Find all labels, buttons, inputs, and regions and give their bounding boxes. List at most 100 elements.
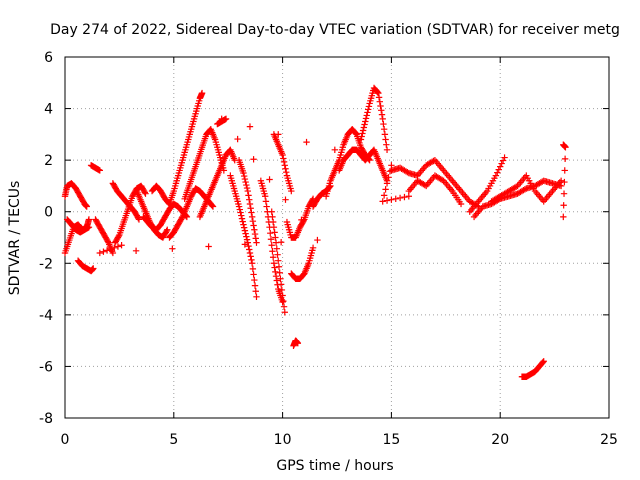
data-point [560, 190, 568, 197]
data-point [382, 136, 389, 143]
data-point [430, 157, 437, 165]
data-point [521, 186, 529, 193]
data-point [241, 227, 249, 234]
data-point [250, 156, 257, 163]
data-point [267, 230, 274, 237]
data-point [278, 286, 286, 294]
x-tick-label: 10 [274, 432, 292, 448]
series-track-k [148, 89, 206, 208]
data-point [266, 176, 273, 183]
data-point [272, 272, 280, 280]
data-point [560, 202, 567, 209]
data-point [374, 89, 381, 96]
data-point [404, 168, 411, 176]
series-track-ag [518, 358, 547, 380]
series-track-m [181, 126, 228, 203]
data-point [364, 109, 371, 116]
data-point [388, 196, 395, 203]
data-point [169, 245, 176, 252]
series-track-ad [466, 154, 508, 215]
data-point [114, 243, 122, 250]
data-point [358, 133, 365, 140]
data-point [234, 135, 241, 143]
data-point [280, 297, 287, 305]
data-point [270, 260, 278, 267]
data-point [561, 155, 569, 163]
data-point [115, 233, 122, 240]
series-track-h [111, 182, 149, 246]
data-point [163, 227, 170, 235]
data-point [380, 192, 388, 199]
data-point [103, 247, 111, 254]
series-track-ai [96, 115, 413, 257]
data-point [557, 177, 565, 184]
data-point [401, 193, 408, 201]
data-point [362, 115, 370, 122]
chart-title: Day 274 of 2022, Sidereal Day-to-day VTE… [50, 22, 620, 38]
plot-frame [64, 56, 610, 419]
data-point [499, 157, 507, 164]
data-point [376, 98, 383, 105]
data-point [269, 248, 276, 255]
data-point [251, 282, 259, 289]
data-point [498, 160, 505, 167]
x-tick-label: 15 [382, 432, 400, 448]
data-point [359, 127, 367, 134]
data-point [561, 167, 568, 174]
data-point [240, 224, 248, 231]
data-point [111, 244, 118, 252]
data-point [273, 277, 280, 284]
data-point [375, 89, 382, 97]
data-point [375, 94, 383, 101]
series-track-c [63, 216, 93, 236]
data-point [275, 263, 283, 270]
series-track-n [196, 146, 238, 221]
data-point [243, 184, 251, 192]
data-point [132, 247, 140, 255]
data-point [421, 181, 428, 189]
data-point [282, 165, 289, 172]
x-tick-label: 5 [169, 432, 178, 448]
data-point [240, 169, 247, 177]
data-point [253, 239, 260, 246]
data-point [109, 249, 117, 257]
data-point [209, 202, 216, 209]
data-point [104, 238, 111, 245]
data-point [364, 106, 372, 113]
data-point [249, 217, 257, 225]
data-point [392, 195, 399, 203]
data-point [282, 196, 289, 203]
data-point [365, 103, 373, 110]
series-track-b [61, 180, 90, 210]
data-point [303, 138, 310, 146]
series-track-e [87, 162, 104, 174]
data-point [386, 168, 394, 175]
data-point [250, 271, 257, 278]
data-point [269, 213, 276, 221]
data-point [247, 205, 254, 212]
data-point [357, 136, 365, 143]
data-point [331, 146, 339, 154]
series-track-p [227, 172, 260, 301]
data-point [283, 168, 290, 176]
data-point [560, 213, 567, 221]
data-point [288, 187, 295, 195]
data-point [388, 162, 395, 169]
y-tick-label: 2 [44, 153, 53, 169]
data-point [501, 154, 508, 161]
data-point [271, 264, 278, 271]
series-track-w [283, 195, 317, 241]
series-track-u [290, 337, 302, 349]
y-tick-label: 0 [44, 205, 53, 221]
data-point [268, 208, 275, 215]
data-point [251, 226, 258, 233]
data-point [96, 249, 104, 257]
y-tick-label: -4 [39, 308, 53, 324]
data-point [272, 234, 279, 241]
data-point [362, 118, 369, 125]
data-point [248, 256, 255, 264]
y-tick-label: -8 [39, 411, 53, 427]
data-point [273, 245, 280, 252]
series-track-d [74, 257, 97, 275]
